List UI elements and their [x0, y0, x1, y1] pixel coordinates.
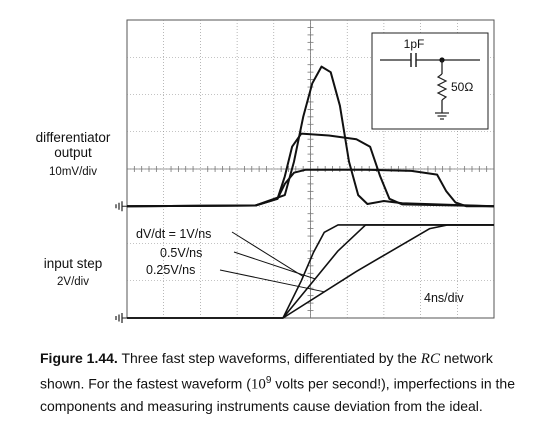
- caption-power-base: 10: [250, 376, 266, 393]
- caption-rc: RC: [420, 351, 440, 367]
- output-label: output: [54, 145, 92, 160]
- differentiator-label: differentiator: [36, 130, 111, 145]
- caption-text: Three fast step waveforms, differentiate…: [117, 350, 421, 366]
- rate-pointer-2: [233, 251, 316, 280]
- resistor-value: 50Ω: [451, 80, 473, 94]
- rate-pointer-1: [231, 231, 304, 277]
- rate-label-3: 0.25V/ns: [146, 263, 195, 277]
- capacitor-value: 1pF: [404, 37, 425, 51]
- oscilloscope-figure: 1pF 50Ω differentiator output 10mV/div i…: [36, 19, 495, 323]
- caption-power-exponent: 9: [265, 375, 272, 386]
- output-scale-label: 10mV/div: [49, 166, 97, 178]
- figure-number: Figure 1.44.: [40, 350, 118, 366]
- input-step-label: input step: [44, 256, 103, 271]
- output-trace-1: [126, 65, 495, 208]
- time-scale-label: 4ns/div: [424, 291, 464, 305]
- rate-label-2: 0.5V/ns: [160, 246, 202, 260]
- oscilloscope-trace-plot: 1pF 50Ω differentiator output 10mV/div i…: [36, 19, 495, 323]
- input-scale-label: 2V/div: [57, 276, 89, 288]
- rate-label-1: dV/dt = 1V/ns: [136, 227, 211, 241]
- rate-pointer-3: [219, 269, 325, 293]
- caption-text: network shown. For the fastest waveform …: [40, 350, 493, 392]
- input-trace-3: [127, 224, 494, 319]
- caption-text: volts per second!), imperfections in the…: [40, 375, 515, 414]
- input-ground-marker: [115, 313, 127, 323]
- figure-caption: Figure 1.44. Three fast step waveforms, …: [40, 348, 530, 417]
- circuit-inset-box: [371, 32, 489, 130]
- resistor-symbol: [436, 73, 448, 101]
- output-ground-marker: [115, 201, 127, 212]
- output-trace-3: [126, 168, 494, 208]
